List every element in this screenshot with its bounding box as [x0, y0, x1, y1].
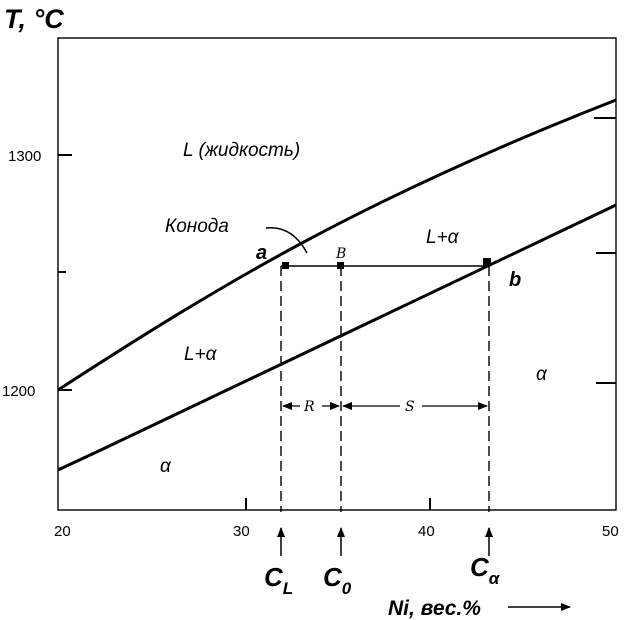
x-tick-label-40: 40 — [418, 523, 435, 540]
x-tick-label-20: 20 — [54, 523, 71, 540]
x-axis-title: Ni, вес.% — [388, 597, 481, 620]
y-tick-label-1300: 1300 — [8, 148, 41, 165]
label-two-phase-lower: L+α — [184, 344, 218, 365]
label-c-0: C0 — [323, 562, 352, 598]
label-alpha-right: α — [536, 364, 548, 385]
plot-frame — [57, 37, 617, 511]
label-seg-S: S — [405, 399, 415, 415]
label-c-alpha: Cα — [470, 552, 501, 588]
label-point-B: B — [335, 246, 346, 262]
label-alpha-left: α — [160, 456, 172, 477]
label-liquid: L (жидкость) — [183, 140, 300, 161]
solidus-curve — [57, 203, 617, 472]
tie-point-B — [337, 262, 344, 269]
tie-point-b — [483, 258, 491, 266]
label-point-b: b — [509, 269, 521, 291]
tie-point-a — [282, 262, 289, 269]
label-konoda: Конода — [165, 216, 229, 237]
x-tick-label-50: 50 — [602, 523, 619, 540]
liquidus-curve — [57, 98, 617, 392]
label-point-a: a — [256, 242, 267, 264]
label-c-l: CL — [264, 562, 293, 598]
label-seg-R: R — [303, 399, 315, 415]
label-two-phase-upper: L+α — [426, 227, 460, 248]
y-tick-label-1200: 1200 — [2, 383, 35, 400]
y-axis-title: T, °C — [4, 4, 64, 34]
konoda-pointer — [265, 227, 308, 254]
x-tick-label-30: 30 — [233, 523, 250, 540]
